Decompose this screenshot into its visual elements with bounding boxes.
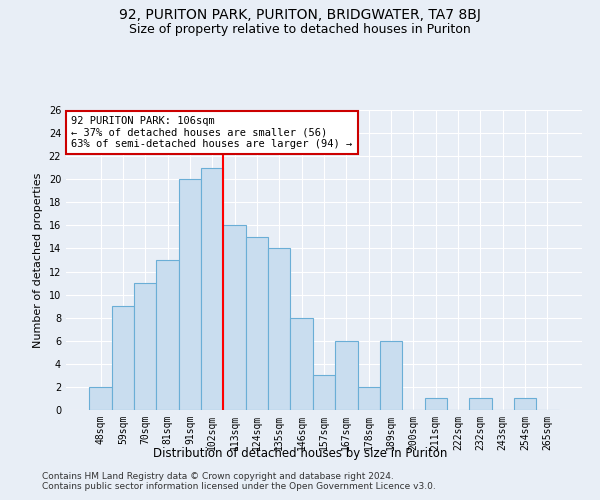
- Y-axis label: Number of detached properties: Number of detached properties: [33, 172, 43, 348]
- Bar: [268, 248, 290, 410]
- Bar: [157, 260, 179, 410]
- Bar: [358, 387, 380, 410]
- Text: Contains public sector information licensed under the Open Government Licence v3: Contains public sector information licen…: [42, 482, 436, 491]
- Bar: [223, 226, 246, 410]
- Bar: [89, 387, 112, 410]
- Bar: [425, 398, 447, 410]
- Bar: [179, 179, 201, 410]
- Text: Contains HM Land Registry data © Crown copyright and database right 2024.: Contains HM Land Registry data © Crown c…: [42, 472, 394, 481]
- Bar: [514, 398, 536, 410]
- Text: Distribution of detached houses by size in Puriton: Distribution of detached houses by size …: [153, 448, 447, 460]
- Text: 92 PURITON PARK: 106sqm
← 37% of detached houses are smaller (56)
63% of semi-de: 92 PURITON PARK: 106sqm ← 37% of detache…: [71, 116, 352, 149]
- Bar: [469, 398, 491, 410]
- Bar: [201, 168, 223, 410]
- Bar: [134, 283, 157, 410]
- Text: 92, PURITON PARK, PURITON, BRIDGWATER, TA7 8BJ: 92, PURITON PARK, PURITON, BRIDGWATER, T…: [119, 8, 481, 22]
- Bar: [290, 318, 313, 410]
- Bar: [380, 341, 402, 410]
- Text: Size of property relative to detached houses in Puriton: Size of property relative to detached ho…: [129, 22, 471, 36]
- Bar: [246, 237, 268, 410]
- Bar: [112, 306, 134, 410]
- Bar: [335, 341, 358, 410]
- Bar: [313, 376, 335, 410]
